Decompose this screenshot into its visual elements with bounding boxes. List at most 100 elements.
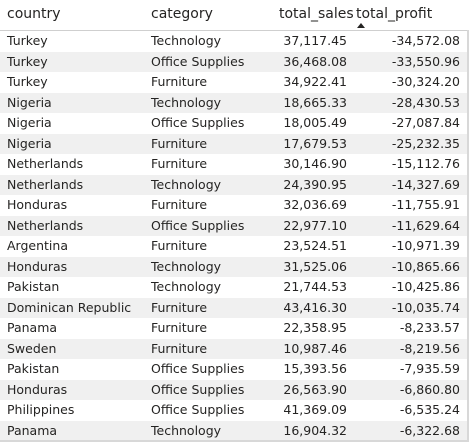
cell-category: Furniture (151, 299, 208, 315)
cell-country: Netherlands (7, 217, 84, 233)
cell-category: Furniture (151, 74, 208, 89)
cell-total-sales: 36,468.08 (283, 53, 347, 69)
cell-total-sales: 22,977.10 (283, 217, 347, 233)
cell-country: Netherlands (7, 176, 84, 192)
cell-total-sales: 24,390.95 (283, 176, 347, 192)
cell-country: Turkey (7, 33, 48, 48)
cell-total-profit: -10,865.66 (391, 258, 460, 274)
cell-country: Honduras (7, 197, 68, 212)
cell-total-sales: 22,358.95 (283, 320, 347, 335)
cell-total-sales: 32,036.69 (283, 197, 347, 212)
cell-total-sales: 18,005.49 (283, 115, 347, 130)
cell-category: Technology (151, 33, 222, 48)
cell-country: Honduras (7, 258, 68, 274)
cell-country: Turkey (7, 53, 48, 69)
column-header-country[interactable]: country (7, 6, 61, 22)
cell-total-sales: 41,369.09 (283, 402, 347, 417)
cell-category: Technology (151, 258, 222, 274)
table-row[interactable]: Honduras Technology 31,525.06 -10,865.66 (0, 256, 469, 277)
table-row[interactable]: Turkey Technology 37,117.45 -34,572.08 (0, 31, 469, 52)
sort-ascending-icon[interactable] (357, 23, 365, 28)
column-header-total-profit[interactable]: total_profit (356, 6, 433, 22)
table-row[interactable]: Argentina Furniture 23,524.51 -10,971.39 (0, 236, 469, 257)
cell-total-profit: -15,112.76 (391, 156, 460, 171)
table-row[interactable]: Netherlands Furniture 30,146.90 -15,112.76 (0, 154, 469, 175)
table-row[interactable]: Turkey Furniture 34,922.41 -30,324.20 (0, 72, 469, 93)
table-row[interactable]: Pakistan Office Supplies 15,393.56 -7,935.5… (0, 359, 469, 380)
cell-total-profit: -11,629.64 (391, 217, 460, 233)
table-row[interactable]: Pakistan Technology 21,744.53 -10,425.86 (0, 277, 469, 298)
vertical-scrollbar[interactable] (467, 30, 469, 440)
cell-total-profit: -34,572.08 (391, 33, 460, 48)
cell-total-profit: -10,425.86 (391, 279, 460, 294)
cell-country: Nigeria (7, 94, 52, 110)
cell-total-sales: 34,922.41 (283, 74, 347, 89)
cell-total-sales: 23,524.51 (283, 238, 347, 253)
cell-total-profit: -10,971.39 (391, 238, 460, 253)
table-row[interactable]: Nigeria Technology 18,665.33 -28,430.53 (0, 92, 469, 113)
table-row[interactable]: Sweden Furniture 10,987.46 -8,219.56 (0, 338, 469, 359)
horizontal-scrollbar[interactable] (0, 440, 469, 442)
cell-category: Furniture (151, 197, 208, 212)
cell-total-profit: -10,035.74 (391, 299, 460, 315)
cell-category: Furniture (151, 238, 208, 253)
cell-total-sales: 17,679.53 (283, 135, 347, 151)
cell-country: Pakistan (7, 361, 60, 376)
cell-category: Furniture (151, 156, 208, 171)
table-row[interactable]: Philippines Office Supplies 41,369.09 -6,53… (0, 400, 469, 421)
cell-total-profit: -28,430.53 (391, 94, 460, 110)
cell-total-sales: 10,987.46 (283, 340, 347, 356)
cell-country: Pakistan (7, 279, 60, 294)
cell-total-profit: -25,232.35 (391, 135, 460, 151)
table-row[interactable]: Panama Furniture 22,358.95 -8,233.57 (0, 318, 469, 339)
cell-total-profit: -8,233.57 (399, 320, 460, 335)
cell-category: Office Supplies (151, 381, 245, 397)
cell-category: Office Supplies (151, 53, 245, 69)
table-row[interactable]: Netherlands Office Supplies 22,977.10 -11,6… (0, 215, 469, 236)
cell-country: Dominican Republic (7, 299, 132, 315)
cell-total-profit: -6,860.80 (399, 381, 460, 397)
cell-category: Technology (151, 422, 222, 438)
table-row[interactable]: Panama Technology 16,904.32 -6,322.68 (0, 420, 469, 441)
cell-category: Furniture (151, 135, 208, 151)
cell-category: Technology (151, 176, 222, 192)
cell-country: Turkey (7, 74, 48, 89)
cell-category: Furniture (151, 320, 208, 335)
cell-total-sales: 18,665.33 (283, 94, 347, 110)
cell-total-sales: 26,563.90 (283, 381, 347, 397)
cell-total-profit: -6,322.68 (399, 422, 460, 438)
cell-country: Argentina (7, 238, 68, 253)
cell-total-profit: -30,324.20 (391, 74, 460, 89)
cell-total-profit: -14,327.69 (391, 176, 460, 192)
column-header-category[interactable]: category (151, 6, 213, 22)
table-row[interactable]: Honduras Furniture 32,036.69 -11,755.91 (0, 195, 469, 216)
table-row[interactable]: Turkey Office Supplies 36,468.08 -33,550.96 (0, 51, 469, 72)
cell-category: Office Supplies (151, 402, 245, 417)
cell-total-profit: -11,755.91 (391, 197, 460, 212)
cell-country: Sweden (7, 340, 57, 356)
table-row[interactable]: Netherlands Technology 24,390.95 -14,327.69 (0, 174, 469, 195)
table-row[interactable]: Dominican Republic Furniture 43,416.30 -10,… (0, 297, 469, 318)
cell-category: Office Supplies (151, 115, 245, 130)
cell-category: Furniture (151, 340, 208, 356)
cell-category: Office Supplies (151, 361, 245, 376)
table-row[interactable]: Honduras Office Supplies 26,563.90 -6,860.8… (0, 379, 469, 400)
cell-total-profit: -33,550.96 (391, 53, 460, 69)
cell-country: Panama (7, 320, 58, 335)
cell-country: Panama (7, 422, 58, 438)
cell-country: Philippines (7, 402, 75, 417)
cell-category: Technology (151, 94, 222, 110)
table-row[interactable]: Nigeria Office Supplies 18,005.49 -27,087.8… (0, 113, 469, 134)
cell-total-profit: -27,087.84 (391, 115, 460, 130)
column-header-total-sales[interactable]: total_sales (279, 6, 354, 22)
table-body: Turkey Technology 37,117.45 -34,572.08 Turke… (0, 31, 469, 441)
table-row[interactable]: Nigeria Furniture 17,679.53 -25,232.35 (0, 133, 469, 154)
cell-total-sales: 43,416.30 (283, 299, 347, 315)
cell-total-sales: 37,117.45 (283, 33, 347, 48)
cell-country: Nigeria (7, 115, 52, 130)
cell-total-sales: 21,744.53 (283, 279, 347, 294)
cell-total-profit: -6,535.24 (399, 402, 460, 417)
cell-category: Office Supplies (151, 217, 245, 233)
cell-country: Honduras (7, 381, 68, 397)
